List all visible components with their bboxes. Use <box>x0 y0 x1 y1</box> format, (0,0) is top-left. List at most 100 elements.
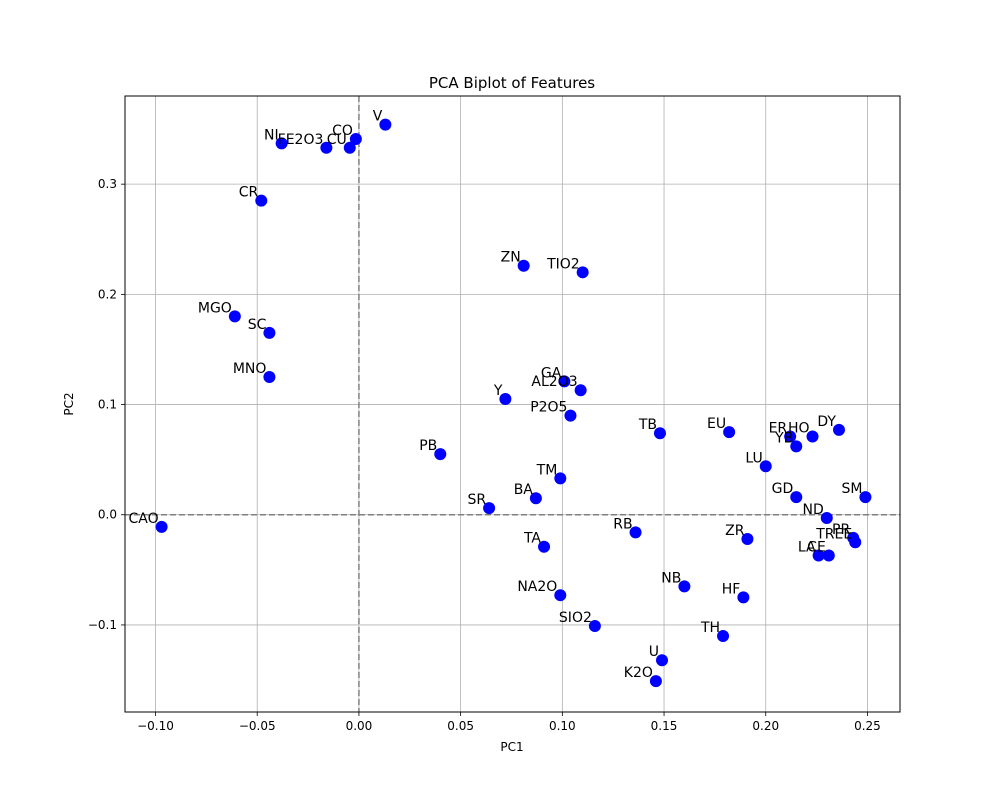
data-point-label: SM <box>841 481 862 497</box>
data-point-label: PB <box>419 438 437 454</box>
x-tick-label: 0.25 <box>854 719 881 733</box>
data-point-label: EU <box>707 416 726 432</box>
data-point-label: ER <box>769 421 788 437</box>
data-point-label: SC <box>248 317 267 333</box>
data-point <box>554 472 567 485</box>
data-point <box>849 536 862 549</box>
data-point <box>812 549 825 562</box>
data-point <box>499 393 512 406</box>
data-point-label: NB <box>661 570 681 586</box>
data-point-label: Y <box>493 383 503 399</box>
x-tick-label: 0.10 <box>549 719 576 733</box>
data-point-label: U <box>649 644 659 660</box>
data-point <box>737 591 750 604</box>
data-point-label: CAO <box>128 511 158 527</box>
data-point <box>741 532 754 545</box>
data-point <box>155 520 168 533</box>
data-point-label: LA <box>798 540 816 556</box>
data-point-label: ZN <box>501 250 521 266</box>
data-point <box>653 427 666 440</box>
data-point-label: MNO <box>233 361 267 377</box>
x-tick-label: 0.15 <box>651 719 678 733</box>
data-point <box>538 540 551 553</box>
data-point-label: TB <box>638 417 657 433</box>
data-point-label: P2O5 <box>530 400 567 416</box>
data-point <box>859 491 872 504</box>
data-point-label: DY <box>817 414 836 430</box>
data-point <box>343 141 356 154</box>
data-point-label: HF <box>722 581 741 597</box>
data-point <box>379 118 392 131</box>
y-tick-label: 0.0 <box>98 508 117 522</box>
data-point <box>678 580 691 593</box>
data-point <box>434 448 447 461</box>
data-point <box>255 194 268 207</box>
data-point <box>649 675 662 688</box>
data-point <box>820 512 833 525</box>
x-tick-label: 0.20 <box>752 719 779 733</box>
data-point <box>564 409 577 422</box>
data-point <box>832 423 845 436</box>
data-point <box>558 375 571 388</box>
data-point-label: FE2O3 <box>278 132 324 148</box>
x-tick-label: 0.00 <box>346 719 373 733</box>
x-tick-label: 0.05 <box>447 719 474 733</box>
data-point-label: NA2O <box>517 579 557 595</box>
data-point <box>574 384 587 397</box>
y-axis-label: PC2 <box>62 392 76 415</box>
x-tick-label: −0.10 <box>137 719 174 733</box>
chart-title: PCA Biplot of Features <box>429 74 595 92</box>
data-point <box>822 549 835 562</box>
data-point-label: V <box>373 109 383 125</box>
data-point-label: YB <box>774 430 793 446</box>
data-point <box>263 326 276 339</box>
data-point-label: CO <box>332 123 353 139</box>
y-tick-label: 0.3 <box>98 177 117 191</box>
data-point-label: TA <box>523 531 541 547</box>
data-point-label: TH <box>700 620 720 636</box>
data-point <box>588 620 601 633</box>
data-point-label: CR <box>239 185 259 201</box>
y-tick-label: 0.2 <box>98 287 117 301</box>
data-point <box>790 440 803 453</box>
data-point <box>784 430 797 443</box>
data-point-label: RB <box>613 516 632 532</box>
data-point-label: K2O <box>624 665 653 681</box>
data-point-label: ND <box>803 502 824 518</box>
data-point-label: AL2O3 <box>531 374 577 390</box>
data-point <box>320 141 333 154</box>
data-point <box>483 502 496 515</box>
data-point-label: TM <box>536 462 558 478</box>
data-point <box>228 310 241 323</box>
y-tick-label: −0.1 <box>88 618 117 632</box>
plot-frame <box>124 95 901 713</box>
data-point <box>554 589 567 602</box>
data-point <box>759 460 772 473</box>
data-point <box>723 426 736 439</box>
data-point-label: NI <box>264 127 279 143</box>
y-tick-label: 0.1 <box>98 398 117 412</box>
data-point-label: CU <box>327 132 347 148</box>
data-point <box>806 430 819 443</box>
data-point <box>263 371 276 384</box>
x-tick-label: −0.05 <box>239 719 276 733</box>
data-point-label: MGO <box>198 300 232 316</box>
axis-ticks: −0.10 −0.05 0.00 0.05 0.10 0.15 0.20 0.25 −0.1 0.… <box>88 177 881 733</box>
data-point <box>517 259 530 272</box>
data-point-label: TREE <box>815 526 852 542</box>
data-point-label: SIO2 <box>559 610 592 626</box>
data-point-label: SR <box>467 492 486 508</box>
x-axis-label: PC1 <box>500 740 523 754</box>
data-point <box>529 492 542 505</box>
data-point-label: PR <box>832 522 850 538</box>
data-point <box>275 137 288 150</box>
data-point-label: GD <box>772 481 794 497</box>
reference-lines <box>125 96 900 712</box>
data-point <box>349 132 362 145</box>
data-point <box>717 629 730 642</box>
data-point <box>576 266 589 279</box>
data-point-label: LU <box>745 450 762 466</box>
data-point <box>656 654 669 667</box>
